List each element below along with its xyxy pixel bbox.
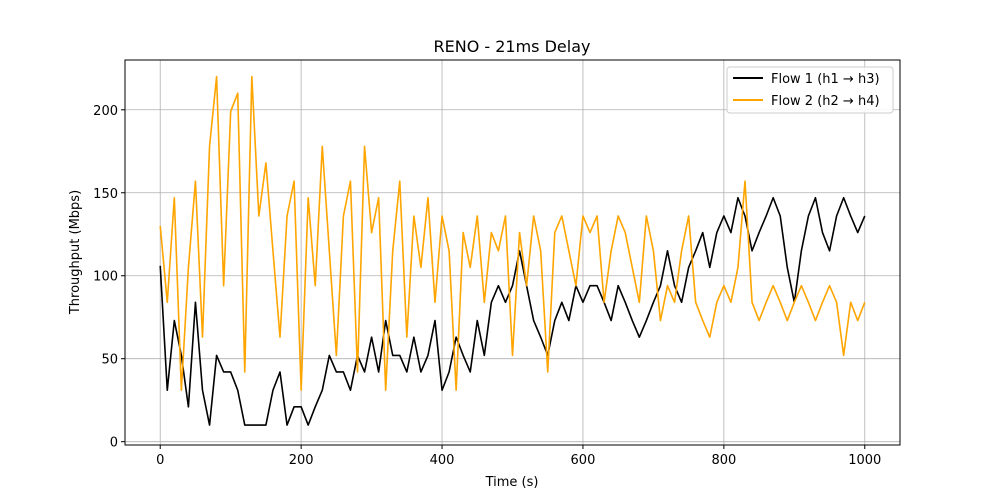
x-tick-label: 800 — [711, 453, 736, 468]
legend-box — [726, 66, 894, 114]
y-tick-label: 150 — [93, 187, 118, 202]
x-tick-label: 1000 — [848, 453, 881, 468]
x-tick-label: 600 — [571, 453, 596, 468]
y-tick-label: 0 — [110, 436, 118, 451]
y-tick-label: 100 — [93, 270, 118, 285]
series-line-flow-1 — [159, 196, 866, 426]
chart-title: RENO - 21ms Delay — [434, 37, 591, 56]
legend: Flow 1 (h1 → h3) Flow 2 (h2 → h4) — [726, 66, 894, 114]
y-tick-label: 50 — [101, 353, 118, 368]
x-axis-label: Time (s) — [485, 475, 539, 490]
x-tick-label: 400 — [430, 453, 455, 468]
legend-label-flow-1: Flow 1 (h1 → h3) — [771, 72, 880, 87]
series-line-flow-2 — [159, 75, 866, 392]
y-tick-label: 200 — [93, 104, 118, 119]
series-layer — [159, 75, 866, 426]
plot-frame — [124, 59, 901, 446]
x-tick-label: 0 — [156, 453, 164, 468]
legend-label-flow-2: Flow 2 (h2 → h4) — [771, 94, 880, 109]
tick-layer: 0 200 400 600 800 1000 0 50 100 150 200 — [93, 104, 881, 468]
x-tick-label: 200 — [289, 453, 314, 468]
y-axis-label: Throughput (Mbps) — [68, 190, 83, 315]
